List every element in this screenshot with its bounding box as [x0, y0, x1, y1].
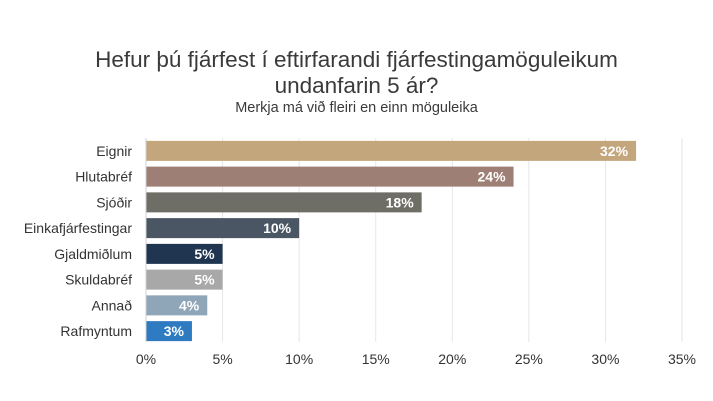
x-tick-label: 10% [285, 351, 313, 367]
chart-subtitle: Merkja má við fleiri en einn möguleika [235, 100, 478, 116]
bar-5 [146, 269, 223, 290]
bar-2 [146, 192, 422, 213]
category-label: Annað [92, 297, 133, 313]
x-tick-label: 20% [438, 351, 466, 367]
category-label: Skuldabréf [65, 272, 132, 288]
data-label: 5% [194, 272, 215, 288]
chart-title-line-2: undanfarin 5 ár? [274, 73, 439, 98]
x-tick-label: 15% [362, 351, 390, 367]
data-label: 18% [386, 194, 415, 210]
category-label: Eignir [96, 143, 132, 159]
category-label: Sjóðir [96, 194, 132, 210]
data-label: 3% [164, 323, 185, 339]
category-label: Rafmyntum [60, 323, 132, 339]
x-tick-label: 0% [136, 351, 156, 367]
data-label: 4% [179, 297, 200, 313]
data-label: 24% [478, 169, 507, 185]
x-tick-label: 25% [515, 351, 543, 367]
bar-4 [146, 243, 223, 264]
chart-title-line-1: Hefur þú fjárfest í eftirfarandi fjárfes… [95, 47, 618, 72]
bar-1 [146, 166, 514, 187]
category-label: Gjaldmiðlum [54, 246, 132, 262]
data-label: 10% [263, 220, 292, 236]
bar-0 [146, 140, 637, 161]
bar-7 [146, 321, 192, 342]
bar-3 [146, 218, 300, 239]
x-tick-label: 5% [212, 351, 232, 367]
x-tick-label: 35% [668, 351, 696, 367]
data-label: 32% [600, 143, 629, 159]
bar-6 [146, 295, 208, 316]
category-label: Einkafjárfestingar [24, 220, 133, 236]
x-tick-label: 30% [591, 351, 619, 367]
data-label: 5% [194, 246, 215, 262]
category-label: Hlutabréf [75, 169, 132, 185]
